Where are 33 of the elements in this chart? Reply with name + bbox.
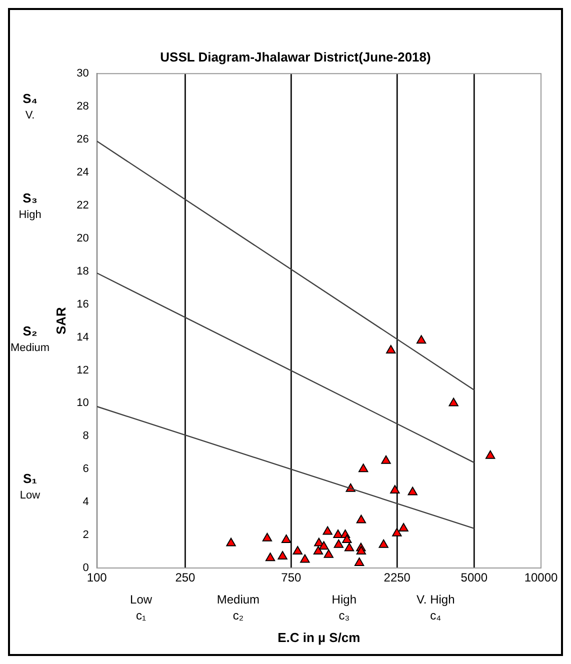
y-tick-label: 10 <box>76 397 89 410</box>
y-tick-label: 2 <box>82 529 89 542</box>
x-tick-label: 100 <box>86 570 108 585</box>
x-tick-label: 10000 <box>524 570 558 585</box>
text: S₄ V. <box>22 90 38 122</box>
text: Medium c₂ <box>216 592 260 622</box>
x-tick-label: 5000 <box>460 570 488 585</box>
y-tick-label: 0 <box>82 562 89 574</box>
x-tick-label: 2250 <box>384 570 411 585</box>
y-tick-label: 4 <box>82 496 89 508</box>
text: S₂ Medium <box>10 323 50 354</box>
x-tick-label: 750 <box>281 570 302 585</box>
y-tick-label: 28 <box>76 100 89 113</box>
y-tick-label: 16 <box>76 298 89 310</box>
text: S₃ High <box>18 190 42 222</box>
y-tick-label: 12 <box>76 364 89 376</box>
y-tick-label: 26 <box>76 134 89 146</box>
text: V. High c₄ <box>416 592 455 622</box>
y-tick-label: 24 <box>76 166 89 179</box>
text: S₁ Low <box>20 470 40 502</box>
chart-title: USSL Diagram-Jhalawar District(June-2018) <box>160 49 431 64</box>
y-tick-label: 14 <box>76 331 89 344</box>
y-tick-label: 22 <box>76 199 89 212</box>
text: Low c₁ <box>130 592 152 622</box>
y-axis-title: SAR <box>53 306 68 335</box>
y-tick-label: 8 <box>82 430 89 442</box>
x-tick-label: 250 <box>175 570 196 585</box>
y-tick-label: 6 <box>82 463 89 476</box>
y-tick-label: 30 <box>76 68 89 80</box>
text: High c₃ <box>332 592 356 622</box>
y-tick-label: 20 <box>76 232 89 244</box>
x-axis-title: E.C in µ S/cm <box>278 630 360 645</box>
y-tick-label: 18 <box>76 265 89 278</box>
